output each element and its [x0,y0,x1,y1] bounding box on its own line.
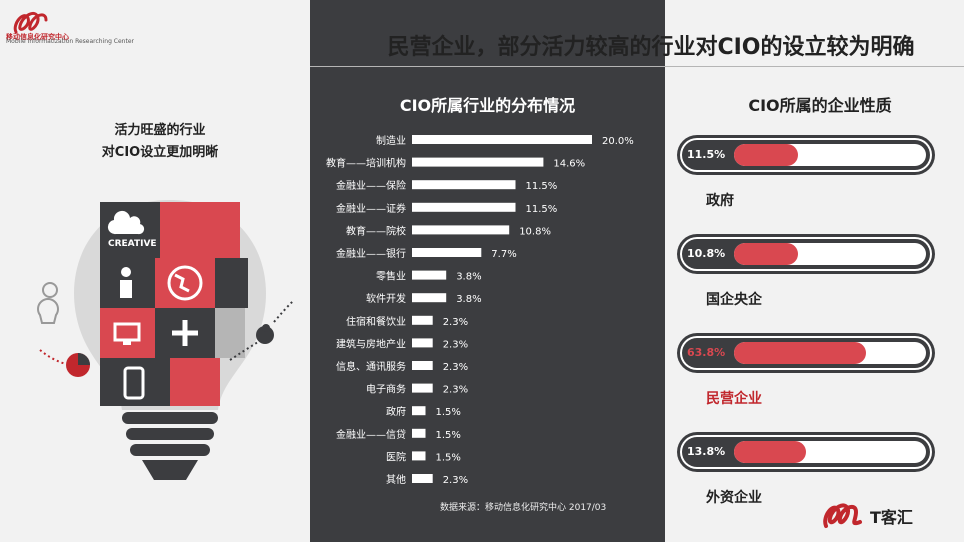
industry-bar [412,293,447,303]
enterprise-category-label: 政府 [706,193,734,209]
industry-value-label: 10.8% [519,226,551,237]
enterprise-value-label: 11.5% [687,148,726,161]
industry-bar [412,406,426,416]
person-icon [121,267,131,277]
industry-value-label: 3.8% [456,272,481,283]
industry-category-label: 制造业 [376,134,406,147]
data-source: 数据来源：移动信息化研究中心 2017/03 [440,503,607,513]
industry-value-label: 14.6% [553,159,585,170]
industry-category-label: 信息、通讯服务 [336,360,406,373]
enterprise-bar-track [734,243,926,265]
industry-value-label: 2.3% [443,339,468,350]
industry-category-label: 零售业 [376,270,406,283]
gear-icon [42,282,58,298]
industry-category-label: 教育——院校 [346,224,406,237]
industry-category-label: 住宿和餐饮业 [346,315,406,328]
head-icon [256,326,274,344]
industry-category-label: 金融业——证券 [336,202,406,215]
industry-value-label: 2.3% [443,385,468,396]
brand-mark-icon [823,503,862,528]
globe-icon [167,265,203,301]
industry-bar [412,451,426,461]
industry-category-label: 金融业——银行 [336,247,406,260]
left-title-line1: 活力旺盛的行业 [114,123,206,138]
enterprise-bar-track [734,441,926,463]
enterprise-bar-fill [734,144,798,166]
page-headline: 民营企业，部分活力较高的行业对CIO的设立较为明确 [387,35,915,60]
industry-category-label: 电子商务 [366,383,406,396]
industry-category-label: 其他 [386,473,406,486]
mobile-icon [123,366,145,400]
plus-icon [172,320,198,346]
industry-value-label: 1.5% [436,452,461,463]
enterprise-category-label: 民营企业 [706,391,762,407]
lightbulb-icon [37,298,59,324]
industry-value-label: 2.3% [443,362,468,373]
enterprise-value-label: 10.8% [687,247,726,260]
industry-bar [412,157,544,167]
creative-label: CREATIVE [108,239,157,249]
cloud-icon [107,210,145,235]
industry-bar [412,248,482,257]
logo-en-text: Mobile Informatization Researching Cente… [6,38,134,45]
industry-bar [412,361,433,370]
brand-logo: T客汇 [823,503,913,528]
industry-bar [412,225,510,235]
enterprise-bar-fill [734,342,866,364]
industry-bar [412,383,433,393]
industry-category-label: 金融业——信贷 [336,428,406,441]
industry-bar [412,135,592,144]
industry-bar [412,338,433,348]
enterprise-value-label: 13.8% [687,445,726,458]
industry-value-label: 11.5% [526,204,558,215]
industry-value-label: 11.5% [526,181,558,192]
headline-divider [310,66,964,67]
industry-value-label: 1.5% [436,407,461,418]
industry-bar-chart: 制造业 20.0% 教育——培训机构 14.6% 金融业——保险 11.5% 金融业——证券… [326,134,634,486]
enterprise-category-label: 国企央企 [706,292,762,308]
industry-bar [412,474,433,483]
industry-chart-panel [310,0,665,542]
industry-category-label: 教育——培训机构 [326,157,406,170]
industry-bar [412,315,433,325]
industry-category-label: 医院 [386,450,406,463]
industry-bar [412,428,426,438]
industry-value-label: 1.5% [436,430,461,441]
enterprise-bar-track [734,144,926,166]
enterprise-bar-fill [734,243,798,265]
industry-bar [412,180,516,190]
left-title: 活力旺盛的行业 对CIO设立更加明晰 [60,120,260,164]
industry-value-label: 2.3% [443,317,468,328]
industry-category-label: 金融业——保险 [336,179,406,192]
industry-value-label: 7.7% [491,249,516,260]
industry-category-label: 政府 [386,405,406,418]
brand-text: T客汇 [870,508,913,527]
industry-chart-title: CIO所属行业的分布情况 [399,96,576,115]
enterprise-bar-track [734,342,926,364]
industry-value-label: 20.0% [602,136,634,147]
enterprise-value-label: 63.8% [687,346,726,359]
industry-bar [412,202,516,212]
lightbulb-puzzle-illustration: CREATIVE [37,200,295,480]
enterprise-chart-title: CIO所属的企业性质 [748,96,892,115]
logo-icon [13,12,48,34]
left-title-line2: 对CIO设立更加明晰 [101,145,219,160]
enterprise-category-label: 外资企业 [706,490,762,506]
logo-cn-text: 移动信息化研究中心 [6,33,69,41]
industry-value-label: 3.8% [456,294,481,305]
industry-category-label: 建筑与房地产业 [336,337,406,350]
industry-value-label: 2.3% [443,475,468,486]
industry-category-label: 软件开发 [366,292,406,305]
industry-bar [412,270,447,280]
enterprise-bar-fill [734,441,806,463]
monitor-icon [113,322,141,342]
